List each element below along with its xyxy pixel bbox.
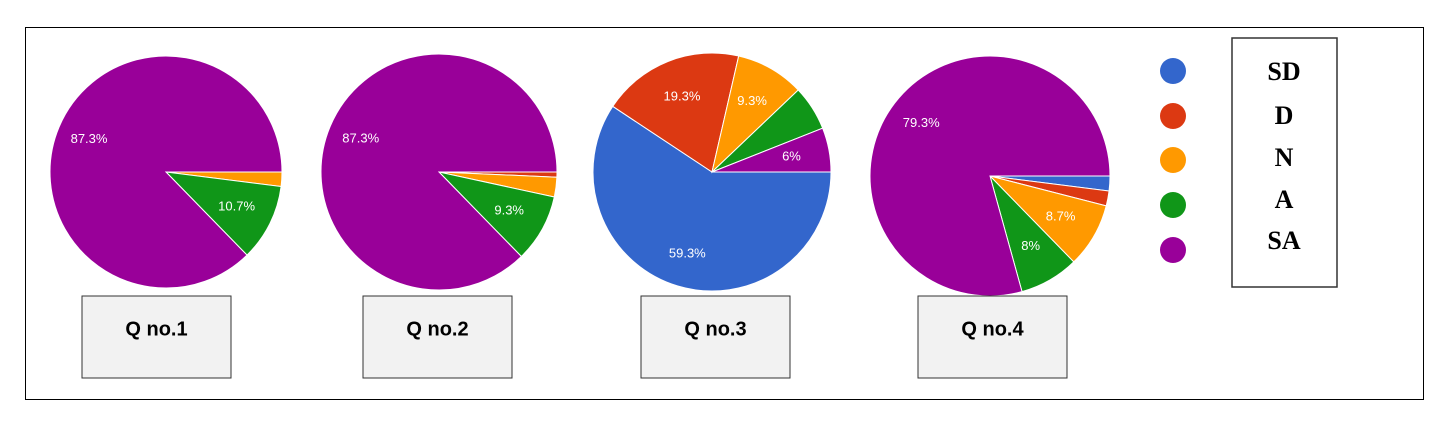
legend-box [1231,37,1338,288]
legend-label: D [1275,101,1294,130]
pie-slice [49,55,283,289]
pie-slice [612,52,740,173]
slice-label: 59.3% [669,245,706,260]
legend-swatch [1160,237,1186,263]
legend-label: A [1275,185,1294,214]
title-box [917,295,1068,379]
chart-title: Q no.2 [406,318,468,340]
pie-slice [320,53,558,291]
pie-slice [869,55,1111,297]
legend-swatch [1160,192,1186,218]
pie-slice [711,127,832,173]
legend-label: SA [1267,226,1300,255]
slice-label: 87.3% [342,130,379,145]
chart-title: Q no.1 [125,318,187,340]
chart-title: Q no.4 [961,318,1024,340]
legend-label: SD [1267,57,1300,86]
title-box [640,295,791,379]
slice-label: 79.3% [903,115,940,130]
slice-label: 87.3% [71,131,108,146]
slice-label: 8% [1021,238,1040,253]
slice-label: 9.3% [737,93,767,108]
legend-label: N [1275,143,1294,172]
legend-swatch [1160,58,1186,84]
legend-swatch [1160,103,1186,129]
slice-label: 9.3% [494,202,524,217]
title-box [362,295,513,379]
title-box [81,295,232,379]
slice-label: 8.7% [1046,208,1076,223]
chart-title: Q no.3 [684,318,746,340]
pie-slice [592,105,832,292]
pie-slice [164,171,282,256]
legend-swatch [1160,147,1186,173]
slice-label: 6% [782,148,801,163]
slice-label: 19.3% [664,88,701,103]
slice-label: 10.7% [218,199,255,214]
